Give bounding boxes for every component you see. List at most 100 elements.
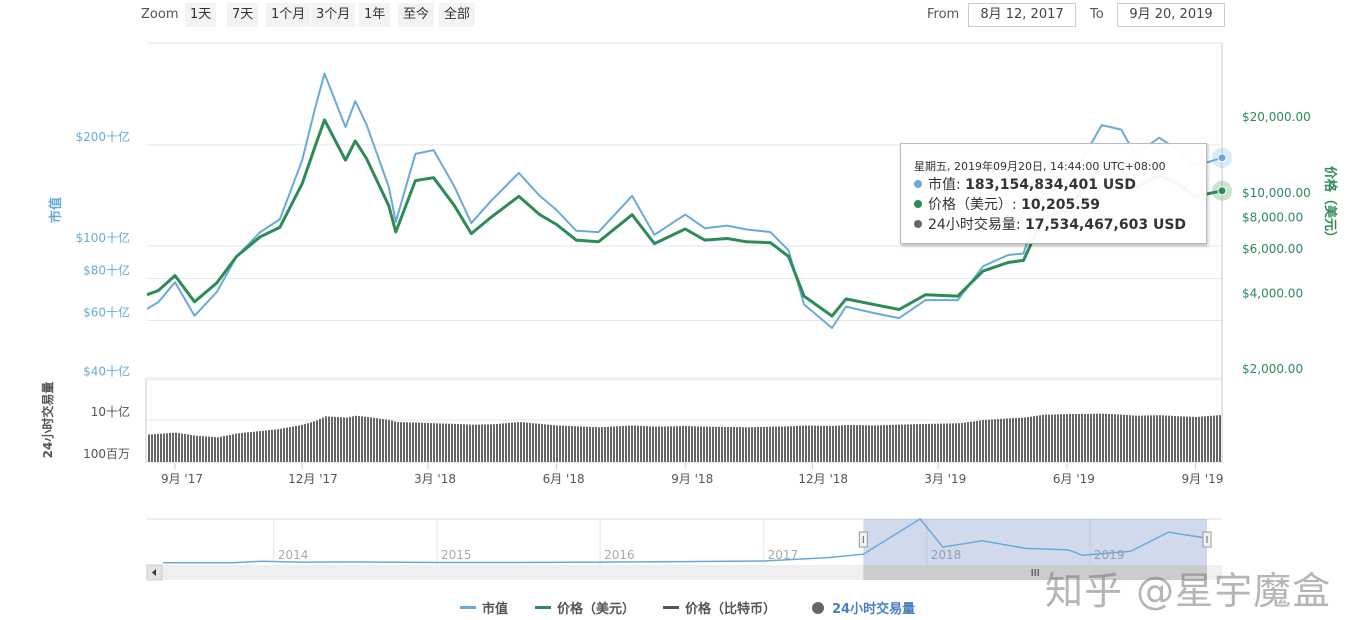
volume-bar xyxy=(436,423,438,462)
volume-bar xyxy=(556,425,558,462)
volume-bar xyxy=(409,422,411,462)
zoom-button[interactable]: 1个月 xyxy=(266,3,311,27)
volume-bar xyxy=(349,416,351,462)
volume-bar xyxy=(301,424,303,462)
volume-bar xyxy=(811,425,813,462)
legend-item[interactable]: 价格（比特币） xyxy=(663,598,776,617)
volume-bar xyxy=(1081,413,1083,462)
right-axis-tick-label: $2,000.00 xyxy=(1242,362,1303,376)
volume-bar xyxy=(1024,417,1026,462)
volume-bar xyxy=(448,423,450,462)
legend-item[interactable]: 价格（美元） xyxy=(535,598,635,617)
volume-bar xyxy=(667,426,669,462)
volume-bar xyxy=(1012,418,1014,462)
zoom-button[interactable]: 至今 xyxy=(398,3,435,27)
volume-bar xyxy=(1189,416,1191,462)
volume-bar xyxy=(958,423,960,462)
navigator-tick-label: 2014 xyxy=(278,548,309,562)
volume-bar xyxy=(157,433,159,462)
volume-bar xyxy=(1201,416,1203,462)
volume-bar xyxy=(871,425,873,462)
volume-bar xyxy=(1186,416,1188,462)
volume-bar xyxy=(238,433,240,462)
volume-bar xyxy=(655,426,657,462)
volume-bar xyxy=(586,426,588,462)
volume-bar xyxy=(961,422,963,462)
legend-line-icon xyxy=(535,606,551,609)
volume-bar xyxy=(715,426,717,462)
volume-bar xyxy=(532,423,534,462)
legend-item[interactable]: 市值 xyxy=(460,598,508,617)
volume-bar xyxy=(769,426,771,462)
navigator-selection[interactable] xyxy=(863,519,1207,565)
volume-bar xyxy=(661,426,663,462)
volume-axis-tick-label: 10十亿 xyxy=(91,404,130,419)
volume-bar xyxy=(418,422,420,462)
volume-bar xyxy=(400,422,402,462)
tooltip-label: 价格（美元）: xyxy=(928,197,1022,213)
zoom-button[interactable]: 3个月 xyxy=(311,3,356,27)
navigator-tick-label: 2015 xyxy=(441,548,472,562)
to-date-input[interactable]: 9月 20, 2019 xyxy=(1117,3,1225,27)
volume-bar xyxy=(1063,414,1065,462)
zoom-button[interactable]: 7天 xyxy=(227,3,259,27)
volume-bar xyxy=(523,422,525,462)
left-axis-tick-label: $200十亿 xyxy=(75,129,130,144)
volume-bar xyxy=(298,425,300,462)
volume-bar xyxy=(451,423,453,462)
volume-bar xyxy=(427,423,429,462)
legend-item[interactable]: 24小时交易量 xyxy=(812,598,915,617)
volume-bar xyxy=(415,422,417,462)
volume-bar xyxy=(352,416,354,462)
volume-bar xyxy=(622,426,624,462)
volume-bar xyxy=(697,426,699,462)
volume-bar xyxy=(826,425,828,462)
volume-bar xyxy=(808,425,810,462)
volume-bar xyxy=(838,425,840,462)
volume-bar xyxy=(562,425,564,462)
volume-bar xyxy=(478,424,480,462)
volume-bar xyxy=(292,426,294,462)
volume-bar xyxy=(1036,415,1038,462)
price-usd-line[interactable] xyxy=(146,118,1223,318)
zoom-button[interactable]: 1年 xyxy=(359,3,391,27)
volume-bar xyxy=(382,419,384,462)
volume-bar xyxy=(676,426,678,462)
volume-axis-tick-label: 100百万 xyxy=(83,447,130,461)
volume-bar xyxy=(403,422,405,462)
navigator-tick-label: 2018 xyxy=(931,548,962,562)
volume-bar xyxy=(1141,415,1143,462)
volume-bar xyxy=(181,433,183,462)
from-date-input[interactable]: 8月 12, 2017 xyxy=(968,3,1076,27)
volume-bar xyxy=(490,424,492,462)
volume-bar xyxy=(235,433,237,462)
volume-bar xyxy=(865,425,867,462)
legend-label: 24小时交易量 xyxy=(832,602,916,617)
volume-bar xyxy=(184,434,186,462)
volume-bar xyxy=(1117,414,1119,462)
volume-bar xyxy=(637,425,639,462)
zoom-button[interactable]: 全部 xyxy=(439,3,476,27)
volume-bar xyxy=(388,419,390,462)
volume-bar xyxy=(1030,416,1032,462)
volume-bar xyxy=(1096,413,1098,462)
volume-bar xyxy=(616,426,618,462)
volume-bar xyxy=(571,426,573,462)
volume-bar xyxy=(604,426,606,462)
volume-bar xyxy=(763,426,765,462)
volume-bar xyxy=(373,417,375,462)
zoom-button[interactable]: 1天 xyxy=(185,3,217,27)
volume-bar xyxy=(208,436,210,462)
volume-bar xyxy=(988,419,990,462)
series-dot-icon xyxy=(914,180,922,188)
volume-bar xyxy=(670,426,672,462)
volume-bar xyxy=(217,437,219,462)
volume-bar xyxy=(454,423,456,462)
volume-bar xyxy=(1033,416,1035,462)
volume-bar xyxy=(844,425,846,462)
volume-bar xyxy=(688,426,690,462)
left-axis-tick-label: $40十亿 xyxy=(83,364,130,379)
volume-bar xyxy=(1126,414,1128,462)
volume-bar xyxy=(391,420,393,462)
